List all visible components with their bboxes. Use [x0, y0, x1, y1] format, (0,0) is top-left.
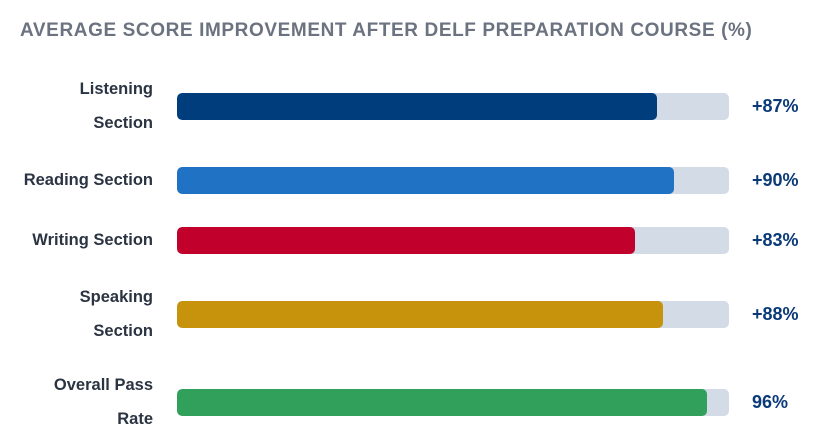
bar-track — [177, 93, 729, 120]
category-label: Speaking Section — [79, 288, 153, 340]
value-label: +90% — [752, 169, 799, 190]
value-label: +88% — [752, 303, 799, 324]
bar-reading — [177, 167, 674, 194]
bar-row-overall: Overall Pass Rate 96% — [0, 372, 829, 432]
value-label: +87% — [752, 95, 799, 116]
bar-row-speaking: Speaking Section +88% — [0, 284, 829, 344]
bar-track — [177, 301, 729, 328]
bar-overall — [177, 389, 707, 416]
bar-track — [177, 389, 729, 416]
bar-writing — [177, 227, 636, 254]
bar-track — [177, 227, 729, 254]
value-label: +83% — [752, 229, 799, 250]
bar-row-writing: Writing Section +83% — [0, 210, 829, 270]
bar-row-listening: Listening Section +87% — [0, 76, 829, 136]
bar-listening — [177, 93, 658, 120]
category-label: Writing Section — [32, 231, 153, 249]
bar-row-reading: Reading Section +90% — [0, 150, 829, 210]
bar-track — [177, 167, 729, 194]
bar-speaking — [177, 301, 663, 328]
category-label: Listening Section — [79, 80, 153, 132]
value-label: 96% — [752, 391, 789, 412]
chart-title: AVERAGE SCORE IMPROVEMENT AFTER DELF PRE… — [20, 20, 753, 41]
category-label: Overall Pass Rate — [53, 376, 153, 428]
category-label: Reading Section — [23, 171, 153, 189]
